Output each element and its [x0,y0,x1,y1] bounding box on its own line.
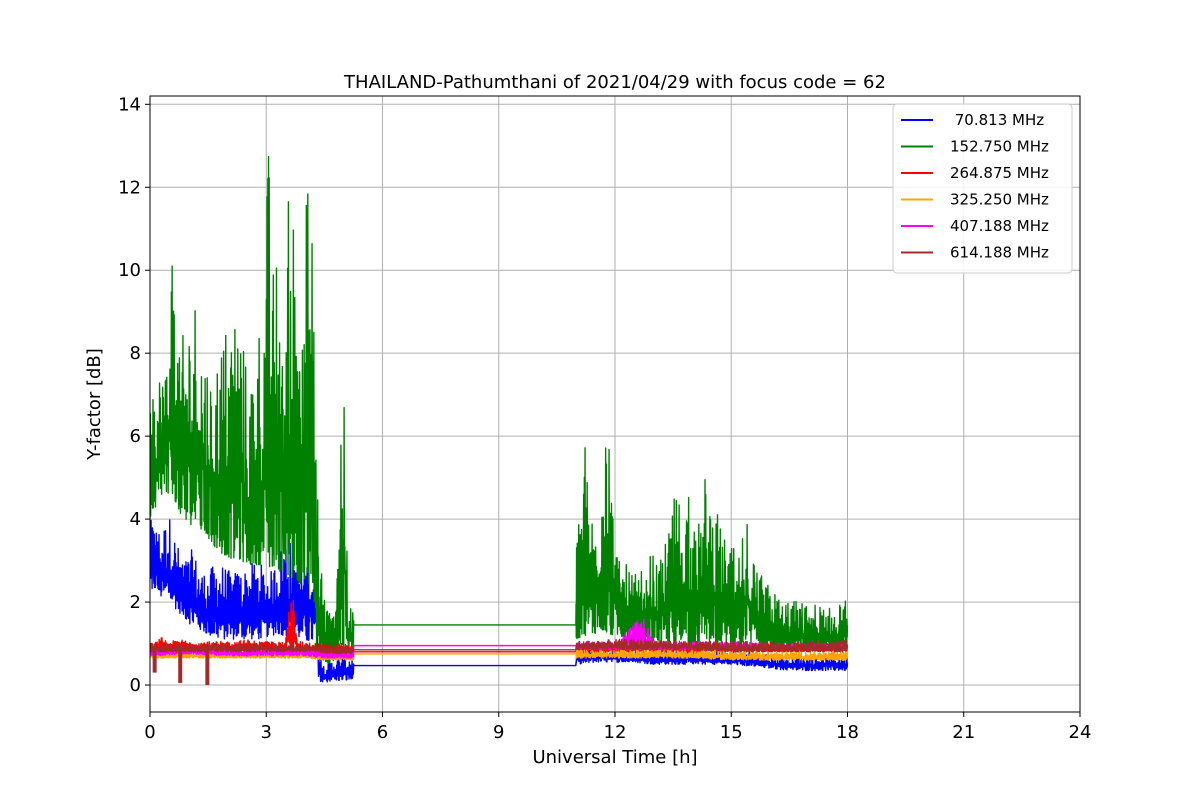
y-tick-label: 0 [130,675,141,696]
legend-label: 407.188 MHz [950,217,1049,235]
data-layer [150,155,849,686]
y-tick-label: 12 [118,177,141,198]
x-tick-label: 15 [720,722,743,743]
legend-label: 325.250 MHz [950,191,1049,209]
x-tick-label: 24 [1069,722,1092,743]
x-tick-label: 6 [377,722,388,743]
legend-item-152-750-mhz: 152.750 MHz [901,138,1049,156]
x-tick-label: 3 [261,722,272,743]
series-614-188-mhz [150,638,849,655]
x-tick-label: 18 [836,722,859,743]
x-axis-title: Universal Time [h] [532,747,697,768]
x-tick-label: 0 [144,722,155,743]
x-tick-label: 12 [604,722,627,743]
series-line [150,155,849,664]
legend-label: 264.875 MHz [950,164,1049,182]
y-tick-label: 8 [130,343,141,364]
series-line [150,638,849,655]
x-tick-label: 9 [493,722,504,743]
y-tick-label: 2 [130,592,141,613]
legend-item-614-188-mhz: 614.188 MHz [901,244,1049,262]
legend-item-264-875-mhz: 264.875 MHz [901,164,1049,182]
legend-item-325-250-mhz: 325.250 MHz [901,191,1049,209]
y-tick-label: 14 [118,94,141,115]
y-tick-label: 6 [130,426,141,447]
legend-label: 70.813 MHz [950,111,1044,129]
y-tick-label: 10 [118,260,141,281]
legend-item-407-188-mhz: 407.188 MHz [901,217,1049,235]
legend-label: 152.750 MHz [950,138,1049,156]
legend-box [892,103,1073,274]
legend-label: 614.188 MHz [950,244,1049,262]
x-tick-label: 21 [952,722,975,743]
legend: 70.813 MHz 152.750 MHz 264.875 MHz 325.250 … [892,103,1073,274]
y-axis-title: Y-factor [dB] [84,348,105,461]
chart-title: THAILAND-Pathumthani of 2021/04/29 with … [343,72,886,93]
legend-item-70-813-mhz: 70.813 MHz [901,111,1044,129]
series-152-750-mhz [150,155,849,664]
y-tick-label: 4 [130,509,141,530]
